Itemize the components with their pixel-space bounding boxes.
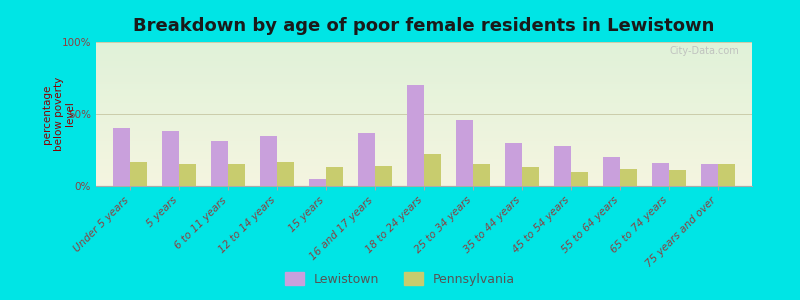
Bar: [505, 143, 522, 186]
Bar: [701, 164, 718, 186]
Bar: [228, 164, 246, 186]
Bar: [669, 170, 686, 186]
Bar: [375, 166, 392, 186]
Bar: [652, 163, 669, 186]
Bar: [211, 141, 228, 186]
Bar: [602, 157, 620, 186]
Bar: [522, 167, 539, 186]
Bar: [260, 136, 277, 186]
Title: Breakdown by age of poor female residents in Lewistown: Breakdown by age of poor female resident…: [134, 17, 714, 35]
Bar: [113, 128, 130, 186]
Bar: [473, 164, 490, 186]
Bar: [571, 172, 588, 186]
Bar: [162, 131, 179, 186]
Bar: [718, 164, 735, 186]
Legend: Lewistown, Pennsylvania: Lewistown, Pennsylvania: [280, 267, 520, 291]
Bar: [358, 133, 375, 186]
Bar: [179, 164, 196, 186]
Bar: [456, 120, 473, 186]
Bar: [620, 169, 637, 186]
Bar: [277, 161, 294, 186]
Text: City-Data.com: City-Data.com: [669, 46, 739, 56]
Bar: [130, 161, 147, 186]
Bar: [309, 179, 326, 186]
Y-axis label: percentage
below poverty
level: percentage below poverty level: [42, 77, 75, 151]
Bar: [326, 167, 343, 186]
Bar: [554, 146, 571, 186]
Bar: [424, 154, 441, 186]
Bar: [407, 85, 424, 186]
